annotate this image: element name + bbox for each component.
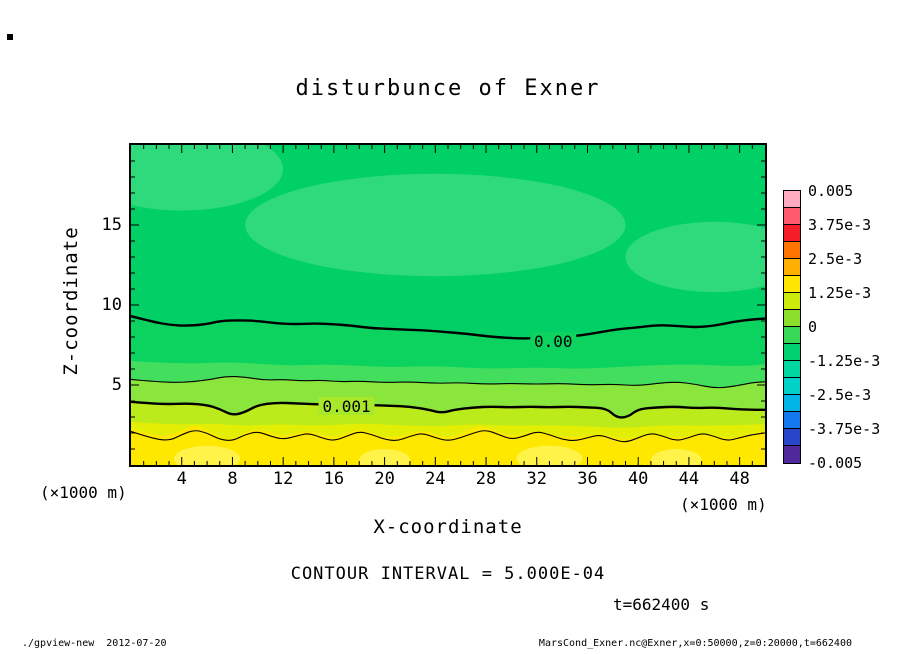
contour-line [131, 400, 765, 419]
colorbar-tick-label: -0.005 [808, 454, 863, 472]
colorbar-segment [784, 276, 800, 293]
colorbar-tick-label: -3.75e-3 [808, 420, 881, 438]
colorbar-tick-label: -1.25e-3 [808, 352, 881, 370]
x-tick-label: 4 [176, 469, 187, 489]
y-tick-label: 5 [111, 375, 122, 395]
colorbar-segment [784, 259, 800, 276]
colorbar-segment [784, 327, 800, 344]
x-tick-label: 48 [729, 469, 750, 489]
colorbar-tick-label: 2.5e-3 [808, 250, 863, 268]
colorbar-tick-label: 0 [808, 318, 818, 336]
x-tick-label: 20 [374, 469, 395, 489]
contour-label-bg [530, 332, 577, 350]
colorbar-segment [784, 344, 800, 361]
y-tick-label: 15 [101, 215, 122, 235]
colorbar-segment [784, 378, 800, 395]
colorbar-segment [784, 242, 800, 259]
x-tick-label: 16 [323, 469, 345, 489]
time-label: t=662400 s [613, 595, 710, 614]
shade-patch [131, 145, 284, 211]
x-tick-label: 28 [475, 469, 497, 489]
colorbar-segment [784, 412, 800, 429]
shade-patch [625, 221, 765, 293]
x-tick-label: 44 [678, 469, 700, 489]
x-tick-label: 36 [577, 469, 598, 489]
shade-layer [131, 426, 765, 465]
colorbar-segment [784, 395, 800, 412]
colorbar-tick-label: -2.5e-3 [808, 386, 872, 404]
colorbar-segment [784, 293, 800, 310]
colorbar-segment [784, 208, 800, 225]
x-tick-label: 40 [627, 469, 649, 489]
contour-label-bg [318, 396, 375, 415]
contour-line [131, 315, 765, 340]
footer-source-text: MarsCond_Exner.nc@Exner,x=0:50000,z=0:20… [538, 638, 852, 649]
colorbar-segment [784, 429, 800, 446]
page-title: disturbunce of Exner [295, 76, 601, 101]
x-tick-label: 8 [227, 469, 238, 489]
x-axis-label: X-coordinate [373, 516, 523, 538]
shade-bright-patch [174, 445, 241, 465]
colorbar-tick-label: 1.25e-3 [808, 284, 872, 302]
contour-line [131, 430, 765, 443]
shade-patch [245, 173, 626, 277]
colorbar-segment [784, 361, 800, 378]
plot-frame: 0.00 0.001 [129, 143, 767, 467]
colorbar-segment [784, 310, 800, 327]
contour-line [131, 375, 765, 389]
colorbar [783, 190, 801, 464]
contour-label: 0.001 [322, 397, 370, 416]
x-tick-label: 24 [425, 469, 446, 489]
contour-plot: 0.00 0.001 [131, 145, 765, 465]
colorbar-segment [784, 191, 800, 208]
colorbar-tick-label: 0.005 [808, 182, 854, 200]
colorbar-segment [784, 446, 800, 463]
contour-interval-text: CONTOUR INTERVAL = 5.000E-04 [290, 564, 606, 584]
corner-mark [7, 34, 13, 40]
footer-command-text: ./gpview-new 2012-07-20 [22, 638, 167, 649]
colorbar-segment [784, 225, 800, 242]
x-axis-unit-label: (×1000 m) [680, 495, 767, 514]
x-tick-label: 32 [526, 469, 547, 489]
contour-label: 0.00 [534, 332, 573, 351]
shade-bright-patch [516, 445, 583, 465]
y-axis-unit-label: (×1000 m) [40, 483, 127, 502]
y-tick-label: 10 [101, 295, 122, 315]
colorbar-tick-label: 3.75e-3 [808, 216, 872, 234]
x-tick-label: 12 [272, 469, 294, 489]
